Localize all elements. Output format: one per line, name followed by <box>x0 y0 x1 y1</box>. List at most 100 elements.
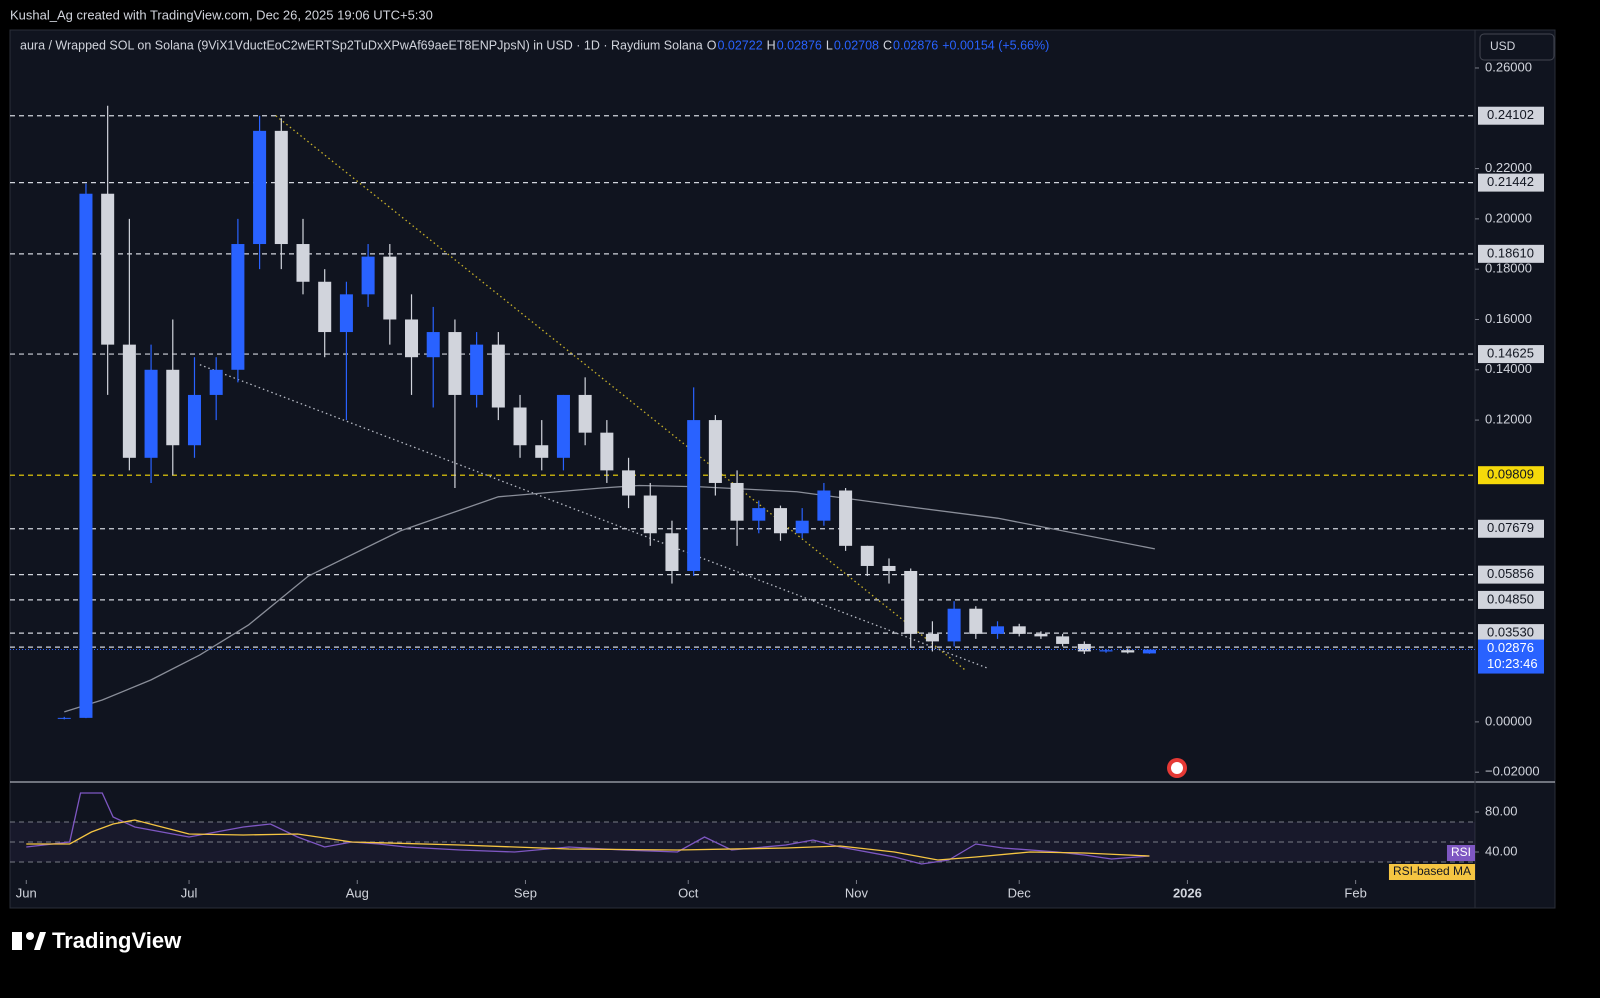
candle-body <box>991 626 1005 634</box>
moving-average <box>64 484 1155 713</box>
currency-button[interactable] <box>1479 33 1555 61</box>
candle-body <box>1034 633 1048 637</box>
candle-body <box>166 369 180 446</box>
candle-body <box>730 482 744 521</box>
candle-body <box>491 344 505 408</box>
x-tick-label: Dec <box>1008 885 1032 900</box>
candle-body <box>1012 626 1026 634</box>
y-tick-label: 0.22000 <box>1485 160 1532 175</box>
ohlc-value: 0.02876 <box>777 38 822 52</box>
legend-box <box>1446 845 1475 861</box>
legend: aura / Wrapped SOL on Solana (9ViX1Vduct… <box>20 38 1049 52</box>
x-tick-label: Sep <box>514 885 537 900</box>
x-tick-label: Nov <box>845 885 869 900</box>
level-label: 0.14625 <box>1487 346 1534 361</box>
x-tick-label: Aug <box>346 885 369 900</box>
candle-body <box>361 256 375 295</box>
candle-body <box>1077 643 1091 652</box>
level-label: 0.18610 <box>1487 245 1534 260</box>
countdown-label: 10:23:46 <box>1487 656 1538 671</box>
candle-body <box>209 369 223 395</box>
candle-body <box>122 344 136 458</box>
ohlc-key: O <box>707 38 717 52</box>
event-icon[interactable] <box>1167 758 1187 778</box>
x-tick-label: Feb <box>1344 885 1366 900</box>
level-label: 0.04850 <box>1487 591 1534 606</box>
ohlc-key: L <box>826 38 833 52</box>
last-price-label: 0.02876 <box>1487 640 1534 655</box>
logo-mark <box>12 932 22 950</box>
candle-body <box>817 490 831 521</box>
candle-body <box>383 256 397 320</box>
candle-body <box>925 633 939 642</box>
candle-body <box>773 508 787 534</box>
y-tick-label: 0.20000 <box>1485 210 1532 225</box>
candle-body <box>79 193 93 718</box>
y-tick-label: 0.18000 <box>1485 261 1532 276</box>
y-tick-label: 0.16000 <box>1485 311 1532 326</box>
ohlc-value: 0.02876 <box>893 38 938 52</box>
level-label: 0.05856 <box>1487 566 1534 581</box>
trendline <box>199 364 987 669</box>
y-tick-label: 80.00 <box>1485 803 1518 818</box>
candle-body <box>665 533 679 571</box>
level-label: 0.21442 <box>1487 174 1534 189</box>
logo-mark <box>34 932 46 950</box>
candle-body <box>535 445 549 458</box>
level-label: 0.07679 <box>1487 520 1534 535</box>
y-tick-label: −0.02000 <box>1485 764 1540 779</box>
candle-body <box>296 244 310 282</box>
candle-body <box>144 369 158 458</box>
credit: Kushal_Ag created with TradingView.com, … <box>10 7 433 22</box>
change-label: +0.00154 (+5.66%) <box>942 38 1049 52</box>
candle-body <box>904 570 918 634</box>
level-label: 0.09809 <box>1487 467 1534 482</box>
chart-panel <box>9 29 1556 909</box>
candle-body <box>860 545 874 566</box>
x-tick-label: Oct <box>678 885 699 900</box>
level-label-box <box>1478 590 1544 609</box>
candle-body <box>643 495 657 534</box>
level-label-box <box>1478 345 1544 364</box>
logo-text: TradingView <box>52 928 182 953</box>
candle-body <box>1056 636 1070 644</box>
indicator-line <box>26 792 1150 865</box>
candle-body <box>795 520 809 534</box>
candle-body <box>187 394 201 446</box>
ohlc-value: 0.02722 <box>717 38 762 52</box>
candle-body <box>708 420 722 483</box>
legend-label: RSI-based MA <box>1393 864 1471 878</box>
logo-mark <box>26 932 34 940</box>
candle-body <box>426 332 440 358</box>
candle-body <box>448 332 462 395</box>
ohlc-key: H <box>767 38 776 52</box>
level-label-box <box>1478 565 1544 584</box>
ohlc-key: C <box>883 38 892 52</box>
candle-body <box>600 432 614 471</box>
level-label-box <box>1478 519 1544 538</box>
level-label-box <box>1478 624 1544 643</box>
trendline <box>275 115 966 671</box>
candle-body <box>339 294 353 333</box>
y-tick-label: 0.00000 <box>1485 713 1532 728</box>
ohlc-value: 0.02708 <box>834 38 879 52</box>
candle-body <box>405 319 419 358</box>
indicator-line <box>26 819 1150 861</box>
y-tick-label: 0.14000 <box>1485 361 1532 376</box>
candle-body <box>318 281 332 333</box>
y-tick-label: 0.26000 <box>1485 59 1532 74</box>
candle-body <box>882 565 896 571</box>
last-price-box <box>1478 639 1544 674</box>
legend-label: RSI <box>1451 845 1471 859</box>
candle-body <box>1142 649 1156 654</box>
candle-body <box>253 130 267 245</box>
event-icon[interactable] <box>1171 762 1183 774</box>
x-tick-label: Jun <box>16 885 37 900</box>
candle-body <box>470 344 484 395</box>
currency-label[interactable]: USD <box>1490 39 1516 53</box>
level-label-box <box>1478 244 1544 263</box>
level-label: 0.24102 <box>1487 107 1534 122</box>
y-tick-label: 40.00 <box>1485 843 1518 858</box>
